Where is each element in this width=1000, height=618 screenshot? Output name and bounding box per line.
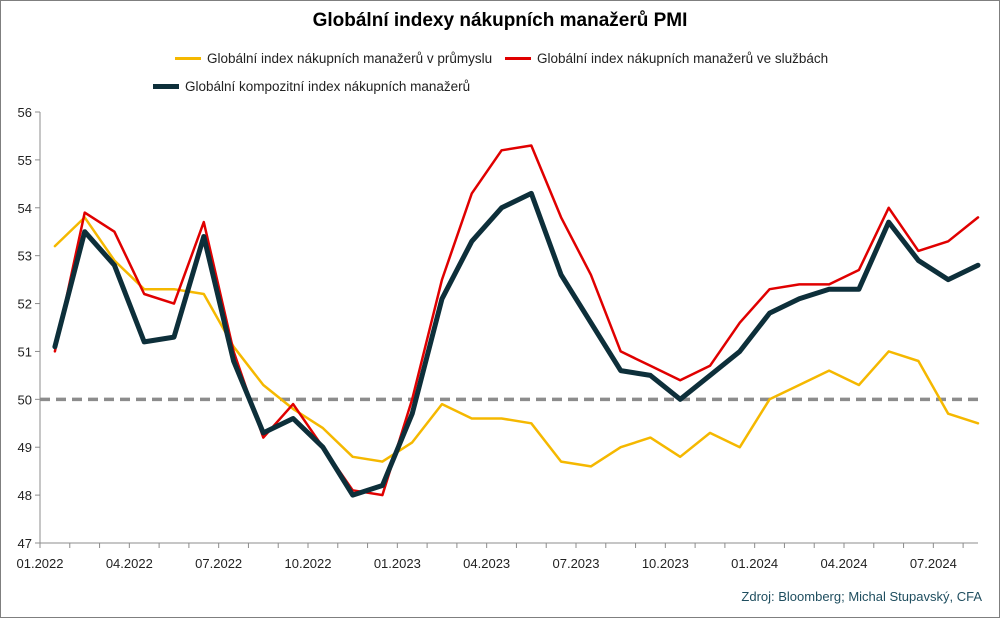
y-tick-label: 52 (18, 297, 32, 312)
series-line-composite (52, 190, 981, 498)
legend-item-industry: Globální index nákupních manažerů v prům… (175, 51, 492, 66)
y-tick-label: 56 (18, 105, 32, 120)
y-tick-label: 50 (18, 392, 32, 407)
x-tick-label: 07.2023 (553, 556, 600, 571)
y-tick-label: 54 (18, 201, 32, 216)
legend-swatch-industry (175, 57, 201, 60)
chart-title: Globální indexy nákupních manažerů PMI (312, 10, 688, 31)
x-tick-label: 01.2023 (374, 556, 421, 571)
x-tick-label: 04.2022 (106, 556, 153, 571)
series-line-services (53, 144, 980, 497)
x-tick-label: 07.2022 (195, 556, 242, 571)
legend-label-services: Globální index nákupních manažerů ve slu… (537, 51, 829, 66)
x-tick-label: 10.2022 (285, 556, 332, 571)
x-tick-label: 07.2024 (910, 556, 957, 571)
y-tick-label: 55 (18, 153, 32, 168)
x-tick-label: 10.2023 (642, 556, 689, 571)
x-tick-label: 04.2023 (463, 556, 510, 571)
legend-swatch-services (505, 57, 531, 60)
y-tick-label: 49 (18, 440, 32, 455)
y-tick-label: 53 (18, 249, 32, 264)
legend-item-composite: Globální kompozitní index nákupních mana… (153, 79, 470, 94)
y-tick-label: 48 (18, 488, 32, 503)
legend-label-composite: Globální kompozitní index nákupních mana… (185, 79, 471, 94)
legend-swatch-composite (153, 84, 179, 89)
legend-label-industry: Globální index nákupních manažerů v prům… (207, 51, 493, 66)
x-tick-label: 01.2022 (17, 556, 64, 571)
x-tick-label: 01.2024 (731, 556, 778, 571)
source-note: Zdroj: Bloomberg; Michal Stupavský, CFA (741, 589, 982, 604)
x-tick-label: 04.2024 (821, 556, 868, 571)
y-tick-label: 51 (18, 344, 32, 359)
series-line-industry (53, 216, 980, 468)
legend-item-services: Globální index nákupních manažerů ve slu… (505, 51, 828, 66)
y-tick-label: 47 (18, 536, 32, 551)
